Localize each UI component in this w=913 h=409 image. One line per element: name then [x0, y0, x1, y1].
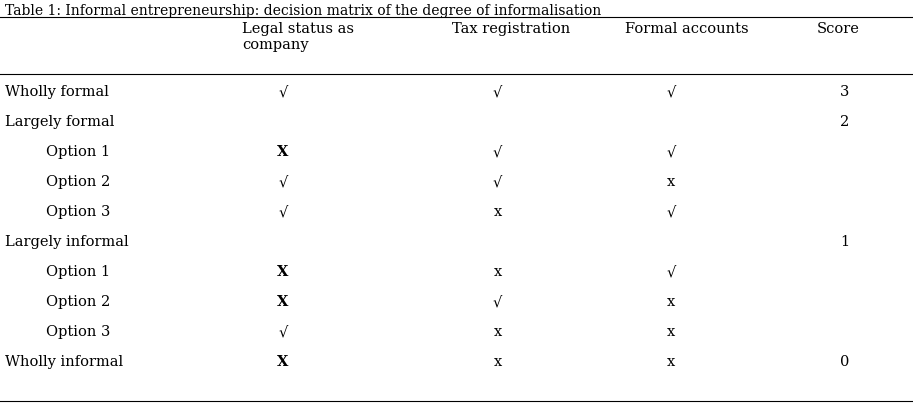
Text: x: x — [493, 204, 502, 218]
Text: √: √ — [493, 294, 502, 308]
Text: Option 1: Option 1 — [46, 264, 110, 278]
Text: x: x — [666, 324, 676, 338]
Text: Option 2: Option 2 — [46, 294, 110, 308]
Text: 3: 3 — [840, 85, 849, 99]
Text: √: √ — [278, 85, 288, 99]
Text: Wholly informal: Wholly informal — [5, 354, 122, 368]
Text: √: √ — [278, 204, 288, 218]
Text: Legal status as
company: Legal status as company — [242, 22, 354, 52]
Text: Tax registration: Tax registration — [452, 22, 571, 36]
Text: x: x — [493, 354, 502, 368]
Text: x: x — [666, 294, 676, 308]
Text: Option 3: Option 3 — [46, 204, 110, 218]
Text: √: √ — [666, 204, 676, 218]
Text: x: x — [493, 324, 502, 338]
Text: Score: Score — [817, 22, 860, 36]
Text: √: √ — [493, 175, 502, 189]
Text: Largely formal: Largely formal — [5, 115, 114, 129]
Text: Table 1: Informal entrepreneurship: decision matrix of the degree of informalisa: Table 1: Informal entrepreneurship: deci… — [5, 4, 601, 18]
Text: x: x — [666, 354, 676, 368]
Text: √: √ — [666, 85, 676, 99]
Text: Largely informal: Largely informal — [5, 234, 128, 248]
Text: √: √ — [666, 264, 676, 278]
Text: √: √ — [278, 175, 288, 189]
Text: X: X — [278, 264, 289, 278]
Text: x: x — [666, 175, 676, 189]
Text: x: x — [493, 264, 502, 278]
Text: Option 3: Option 3 — [46, 324, 110, 338]
Text: X: X — [278, 294, 289, 308]
Text: √: √ — [278, 324, 288, 338]
Text: X: X — [278, 145, 289, 159]
Text: 1: 1 — [840, 234, 849, 248]
Text: Formal accounts: Formal accounts — [625, 22, 749, 36]
Text: X: X — [278, 354, 289, 368]
Text: √: √ — [493, 85, 502, 99]
Text: 2: 2 — [840, 115, 849, 129]
Text: 0: 0 — [840, 354, 849, 368]
Text: Option 2: Option 2 — [46, 175, 110, 189]
Text: √: √ — [493, 145, 502, 159]
Text: Option 1: Option 1 — [46, 145, 110, 159]
Text: √: √ — [666, 145, 676, 159]
Text: Wholly formal: Wholly formal — [5, 85, 109, 99]
